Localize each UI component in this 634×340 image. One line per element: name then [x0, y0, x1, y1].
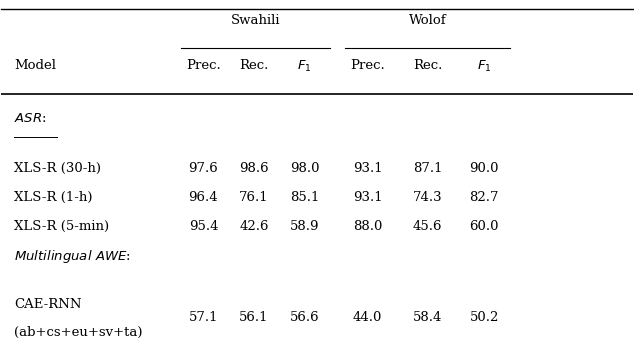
- Text: $\it{Multilingual\ AWE}$:: $\it{Multilingual\ AWE}$:: [14, 249, 131, 266]
- Text: 82.7: 82.7: [470, 191, 499, 204]
- Text: 58.9: 58.9: [290, 220, 319, 233]
- Text: 88.0: 88.0: [353, 220, 382, 233]
- Text: $F_1$: $F_1$: [477, 59, 491, 74]
- Text: 93.1: 93.1: [353, 191, 382, 204]
- Text: $F_1$: $F_1$: [297, 59, 312, 74]
- Text: 56.6: 56.6: [290, 311, 319, 324]
- Text: 58.4: 58.4: [413, 311, 442, 324]
- Text: 45.6: 45.6: [413, 220, 442, 233]
- Text: Rec.: Rec.: [239, 59, 269, 72]
- Text: (ab+cs+eu+sv+ta): (ab+cs+eu+sv+ta): [14, 325, 143, 339]
- Text: 97.6: 97.6: [188, 162, 218, 175]
- Text: 95.4: 95.4: [189, 220, 218, 233]
- Text: 98.6: 98.6: [239, 162, 269, 175]
- Text: Prec.: Prec.: [350, 59, 385, 72]
- Text: $\it{ASR}$:: $\it{ASR}$:: [14, 113, 46, 125]
- Text: 50.2: 50.2: [470, 311, 499, 324]
- Text: 98.0: 98.0: [290, 162, 319, 175]
- Text: Prec.: Prec.: [186, 59, 221, 72]
- Text: XLS-R (5-min): XLS-R (5-min): [14, 220, 109, 233]
- Text: XLS-R (30-h): XLS-R (30-h): [14, 162, 101, 175]
- Text: 93.1: 93.1: [353, 162, 382, 175]
- Text: 60.0: 60.0: [470, 220, 499, 233]
- Text: Rec.: Rec.: [413, 59, 442, 72]
- Text: 96.4: 96.4: [188, 191, 218, 204]
- Text: 76.1: 76.1: [239, 191, 269, 204]
- Text: 87.1: 87.1: [413, 162, 442, 175]
- Text: 90.0: 90.0: [470, 162, 499, 175]
- Text: 42.6: 42.6: [239, 220, 269, 233]
- Text: 74.3: 74.3: [413, 191, 443, 204]
- Text: 57.1: 57.1: [189, 311, 218, 324]
- Text: 56.1: 56.1: [239, 311, 269, 324]
- Text: CAE-RNN: CAE-RNN: [14, 298, 82, 311]
- Text: Wolof: Wolof: [409, 15, 446, 28]
- Text: Model: Model: [14, 59, 56, 72]
- Text: 85.1: 85.1: [290, 191, 319, 204]
- Text: Swahili: Swahili: [231, 15, 280, 28]
- Text: XLS-R (1-h): XLS-R (1-h): [14, 191, 93, 204]
- Text: 44.0: 44.0: [353, 311, 382, 324]
